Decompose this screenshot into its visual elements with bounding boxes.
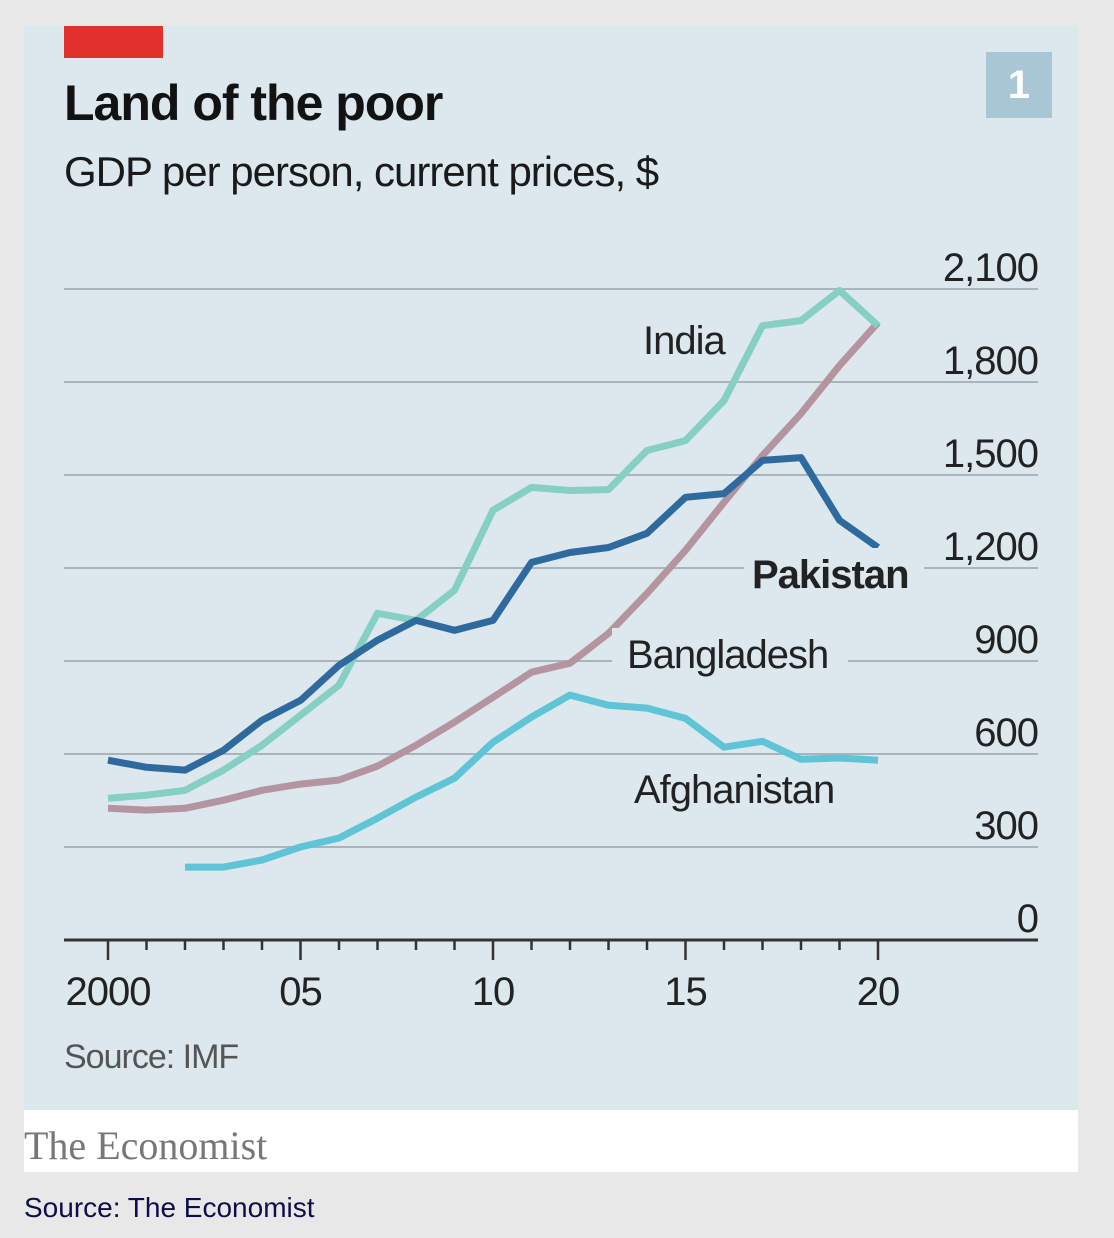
chart-subtitle: GDP per person, current prices, $	[64, 148, 659, 195]
y-tick-label: 1,800	[943, 339, 1038, 383]
chart-title: Land of the poor	[64, 75, 443, 131]
series-label-afghanistan: Afghanistan	[634, 768, 834, 812]
label-background	[744, 548, 924, 598]
y-tick-label: 0	[1017, 897, 1038, 941]
x-tick-label: 2000	[66, 970, 151, 1014]
x-tick-label: 05	[279, 970, 322, 1014]
y-tick-label: 1,200	[943, 525, 1038, 569]
economist-logo: The Economist	[24, 1123, 268, 1168]
series-label-bangladesh: Bangladesh	[627, 633, 828, 677]
y-tick-label: 1,500	[943, 432, 1038, 476]
series-line-pakistan	[107, 454, 881, 774]
economist-red-tag	[64, 26, 163, 58]
y-tick-label: 900	[974, 618, 1038, 662]
x-tick-label: 15	[664, 970, 707, 1014]
chart-source: Source: IMF	[64, 1038, 239, 1076]
chart-number-badge: 1	[986, 52, 1052, 118]
series-line-india	[107, 287, 881, 802]
series-label-pakistan: Pakistan	[752, 553, 909, 597]
y-tick-label: 600	[974, 711, 1038, 755]
image-caption: Source: The Economist	[24, 1192, 315, 1223]
series-label-india: India	[643, 319, 726, 363]
x-tick-label: 10	[472, 970, 515, 1014]
logo-strip	[24, 1110, 1078, 1172]
y-tick-label: 300	[974, 804, 1038, 848]
label-background	[612, 628, 848, 678]
y-tick-label: 2,100	[943, 246, 1038, 290]
series-line-afghanistan	[185, 691, 879, 871]
x-tick-label: 20	[857, 970, 900, 1014]
